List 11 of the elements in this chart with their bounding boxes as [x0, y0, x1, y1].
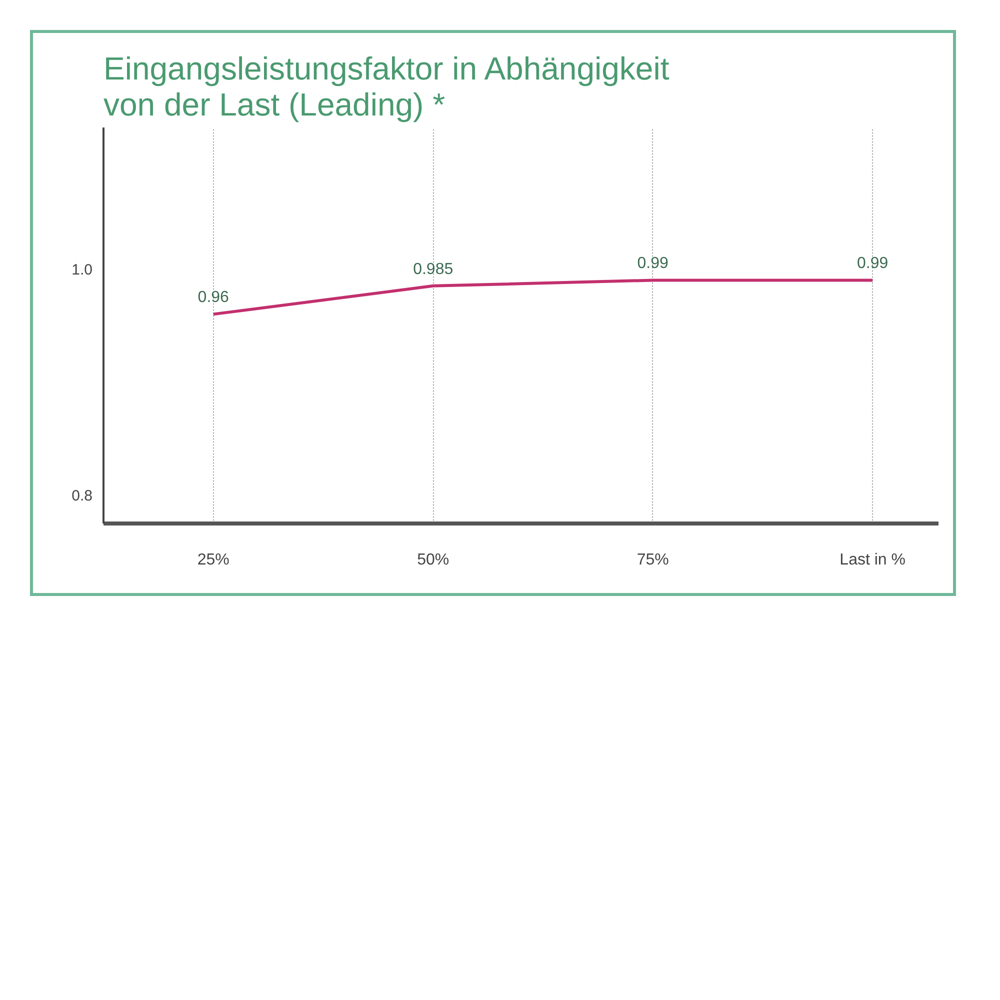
x-tick-label: 75%	[636, 552, 669, 568]
data-label: 0.96	[198, 289, 230, 306]
y-tick-label: 1.0	[72, 261, 93, 278]
x-axis-title: Last in %	[840, 552, 906, 568]
x-tick-label: 50%	[417, 552, 450, 568]
data-label: 0.99	[637, 255, 669, 272]
data-label: 0.99	[857, 255, 888, 272]
chart-title: Eingangsleistungsfaktor in Abhängigkeit von der Last (Leading) *	[104, 50, 670, 122]
y-tick-label: 0.8	[72, 488, 93, 505]
data-label: 0.985	[413, 260, 454, 278]
x-tick-label: 25%	[197, 552, 230, 568]
